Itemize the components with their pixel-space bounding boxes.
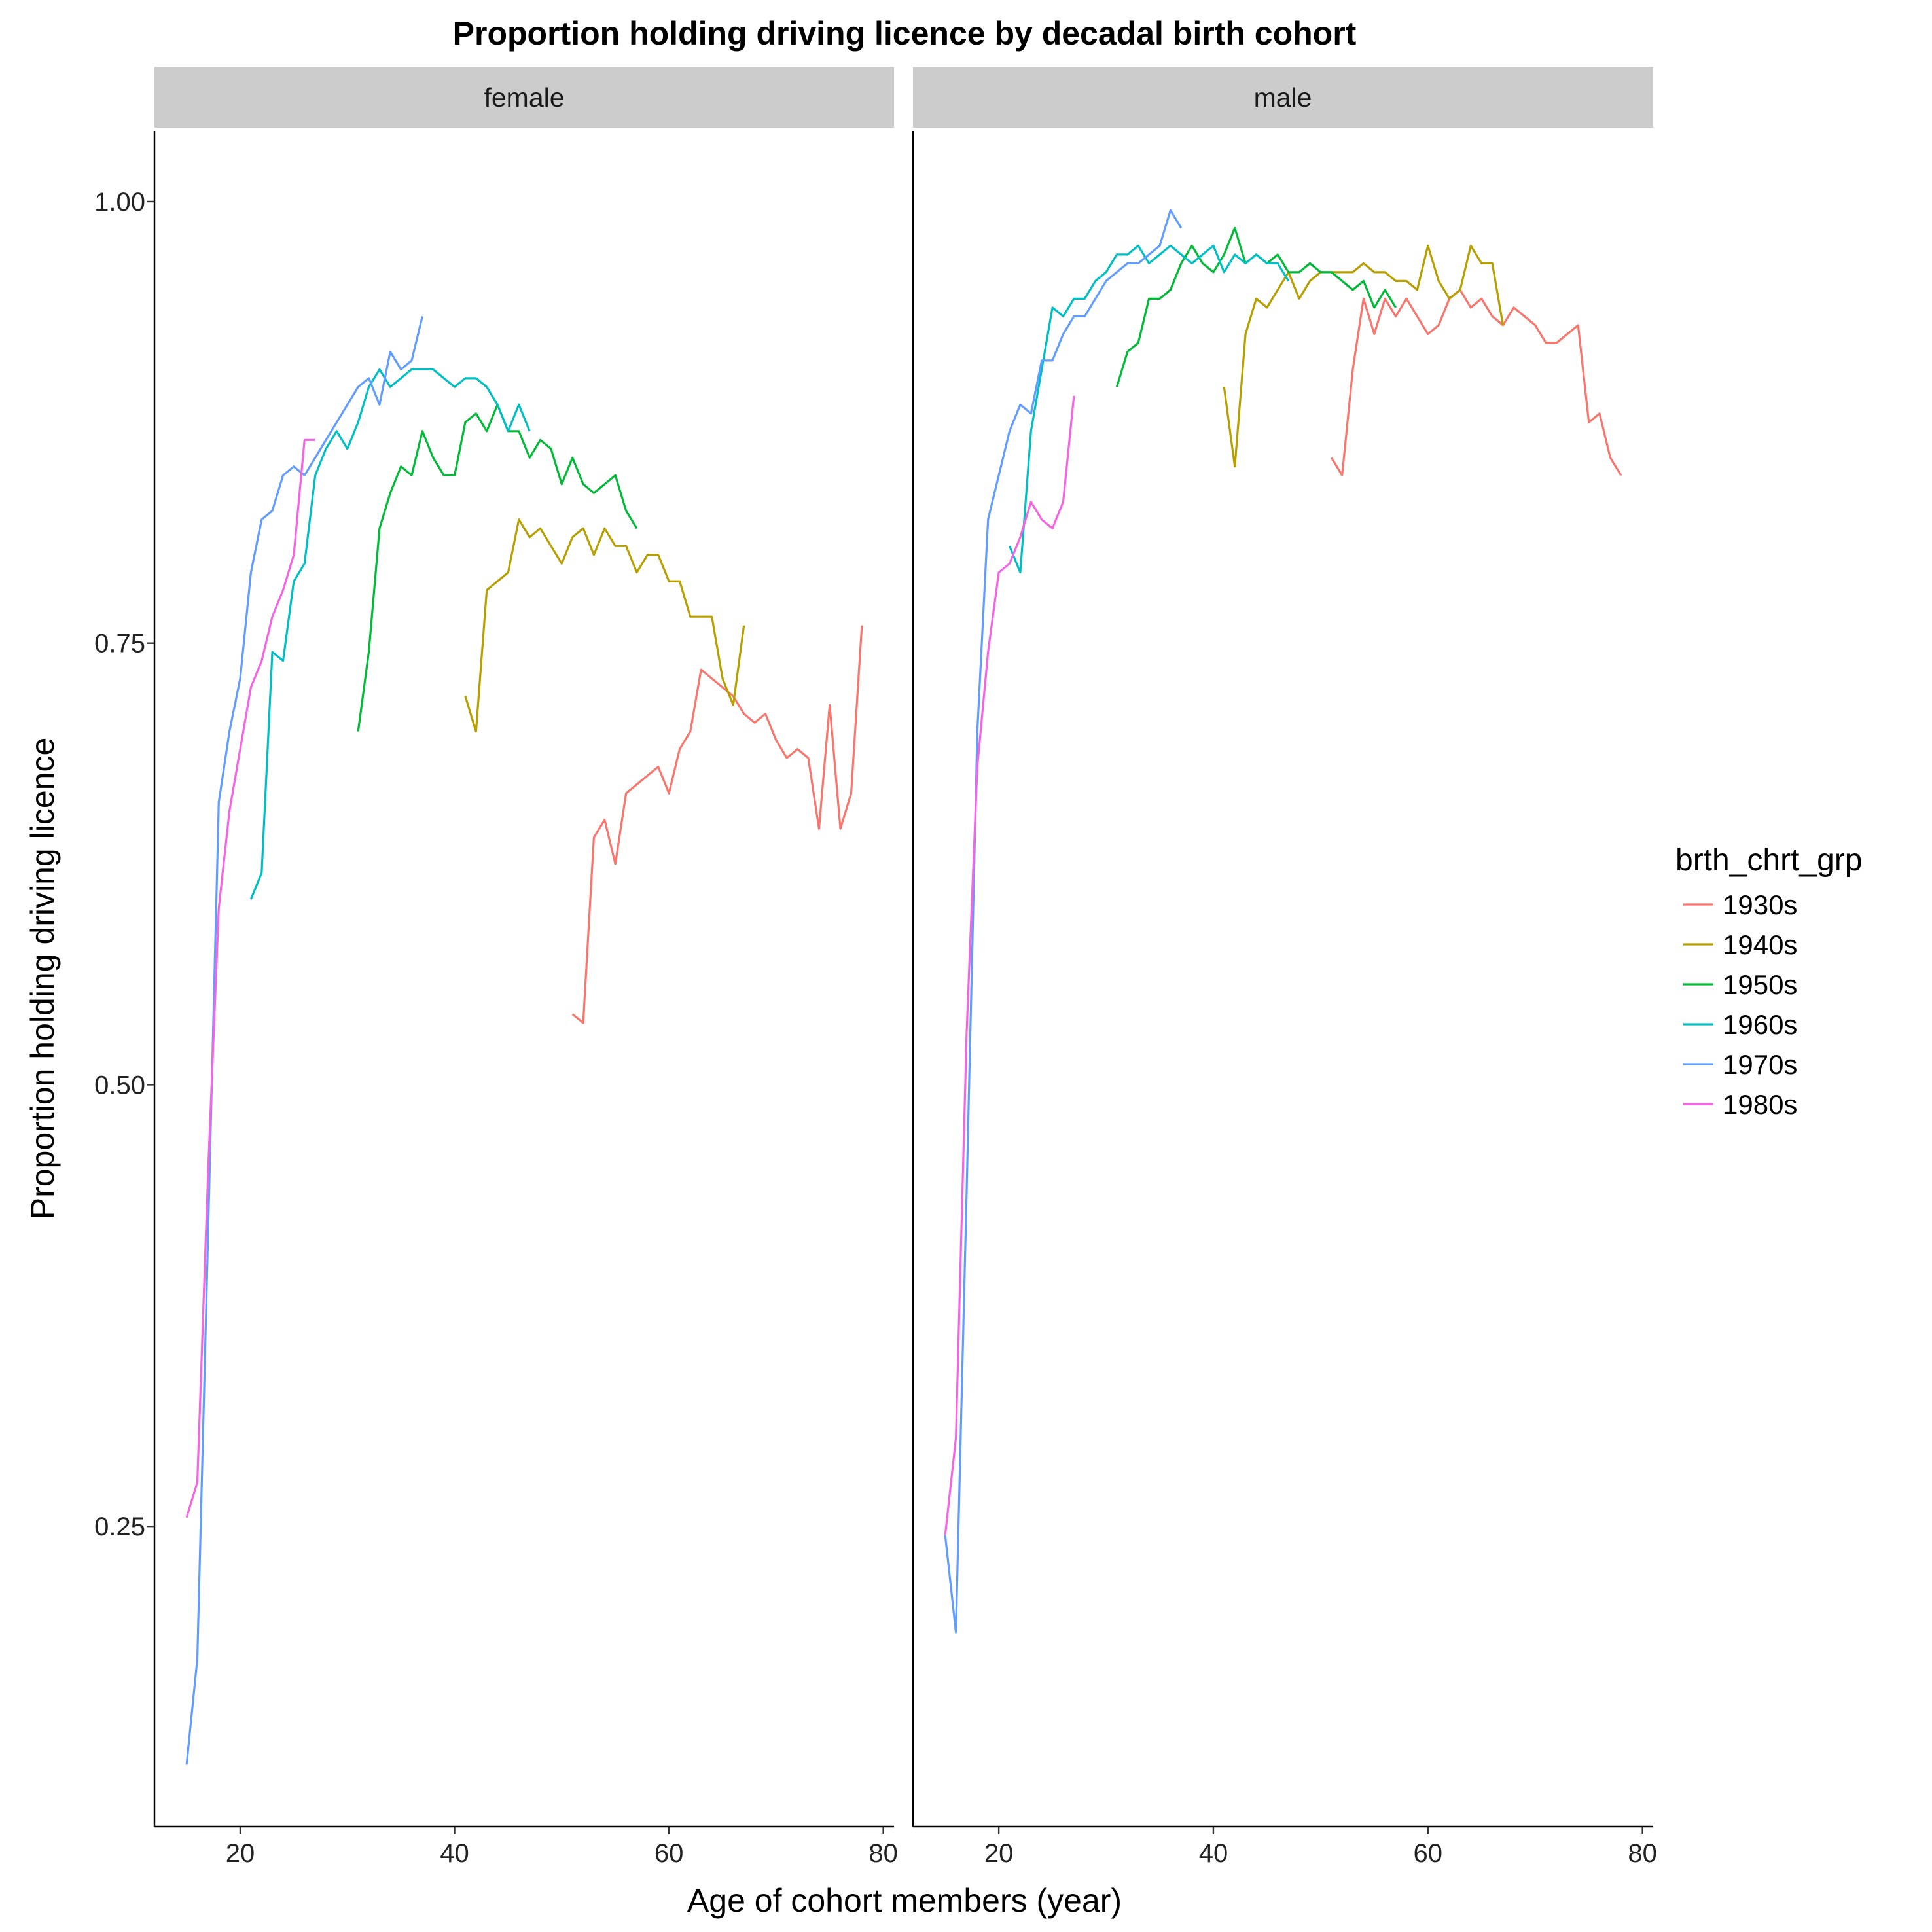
y-tick-label: 0.50 — [94, 1071, 145, 1100]
y-axis-title: Proportion holding driving licence — [24, 738, 61, 1220]
legend-item-1980s: 1980s — [1683, 1089, 1797, 1120]
legend: brth_chrt_grp 1930s 1940s 1950s 1960s 1970s 1… — [1675, 843, 1863, 1120]
legend-item-1940s: 1940s — [1683, 929, 1797, 960]
panel-female: 20 40 60 80 — [153, 131, 898, 1868]
series-line-male-1930s — [1330, 289, 1622, 476]
x-tick-label: 40 — [1199, 1839, 1228, 1868]
y-tick-label: 0.25 — [94, 1512, 145, 1541]
legend-item-1930s: 1930s — [1683, 889, 1797, 920]
legend-item-1970s: 1970s — [1683, 1049, 1797, 1080]
series-line-female-1980s — [185, 438, 315, 1518]
legend-label: 1940s — [1723, 929, 1797, 960]
legend-item-1960s: 1960s — [1683, 1009, 1797, 1040]
facet-label-male: male — [1254, 82, 1312, 113]
y-axis: 0.25 0.50 0.75 1.00 — [94, 188, 154, 1541]
series-line-male-1960s — [1009, 244, 1290, 574]
series-line-female-1930s — [571, 625, 863, 1024]
legend-title: brth_chrt_grp — [1675, 843, 1863, 878]
x-tick-label: 60 — [654, 1839, 684, 1868]
legend-label: 1930s — [1723, 889, 1797, 920]
x-tick-label: 60 — [1414, 1839, 1443, 1868]
legend-label: 1980s — [1723, 1089, 1797, 1120]
facet-strip-male: male — [913, 67, 1653, 128]
legend-label: 1960s — [1723, 1009, 1797, 1040]
series-line-female-1970s — [185, 316, 423, 1765]
x-tick-label: 80 — [1628, 1839, 1657, 1868]
legend-item-1950s: 1950s — [1683, 969, 1797, 1000]
series-line-female-1960s — [249, 368, 531, 900]
panel-male: 20 40 60 80 — [912, 131, 1657, 1868]
facet-strip-background — [913, 67, 1653, 128]
legend-label: 1950s — [1723, 969, 1797, 1000]
y-tick-label: 1.00 — [94, 188, 145, 217]
series-line-female-1940s — [464, 518, 745, 733]
facet-strip-background — [154, 67, 894, 128]
x-tick-label: 40 — [440, 1839, 469, 1868]
chart-title: Proportion holding driving licence by de… — [453, 15, 1357, 52]
facet-strip-female: female — [154, 67, 894, 128]
x-tick-label: 20 — [226, 1839, 255, 1868]
y-tick-label: 0.75 — [94, 630, 145, 658]
facet-label-female: female — [484, 82, 564, 113]
series-line-male-1980s — [944, 395, 1075, 1535]
x-tick-label: 20 — [984, 1839, 1014, 1868]
x-tick-label: 80 — [868, 1839, 898, 1868]
x-axis-title: Age of cohort members (year) — [687, 1882, 1122, 1919]
series-line-male-1970s — [944, 209, 1183, 1634]
series-line-male-1940s — [1223, 244, 1505, 468]
legend-label: 1970s — [1723, 1049, 1797, 1080]
